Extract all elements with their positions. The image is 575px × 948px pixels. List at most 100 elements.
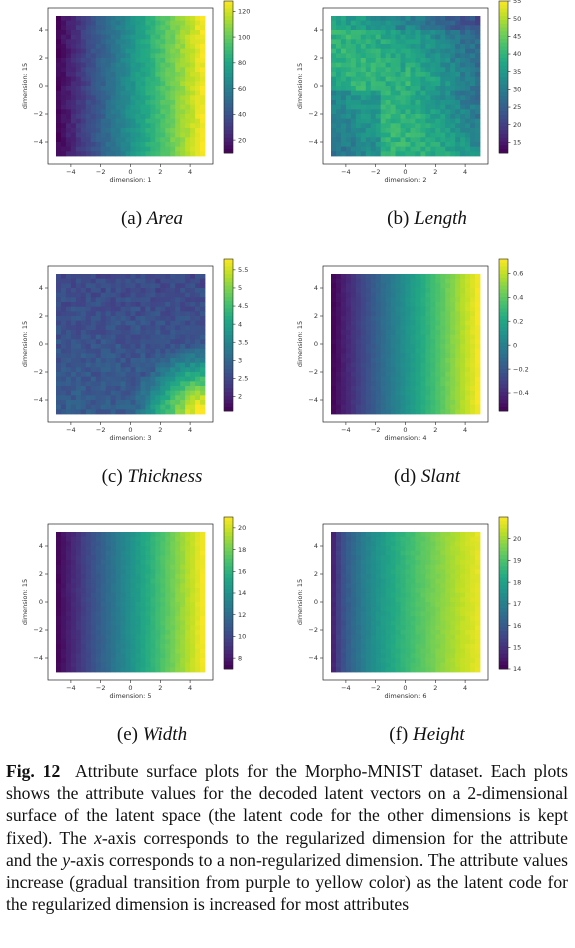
- heatmap-cell: [110, 330, 116, 336]
- heatmap-cell: [115, 404, 121, 410]
- heatmap-cell: [95, 536, 102, 542]
- heatmap-cell: [95, 667, 102, 673]
- heatmap-cell: [350, 118, 357, 124]
- heatmap-cell: [155, 90, 161, 96]
- heatmap-cell: [85, 311, 92, 317]
- heatmap-cell: [331, 532, 337, 538]
- heatmap-cell: [445, 114, 451, 120]
- heatmap-cell: [335, 541, 342, 547]
- heatmap-cell: [80, 395, 87, 401]
- heatmap-cell: [340, 62, 347, 68]
- heatmap-cell: [130, 555, 136, 561]
- heatmap-cell: [90, 404, 97, 410]
- heatmap-cell: [410, 367, 416, 373]
- heatmap-cell: [115, 278, 121, 284]
- heatmap-cell: [390, 330, 396, 336]
- heatmap-cell: [60, 560, 67, 566]
- heatmap-cell: [75, 86, 82, 92]
- colorbar-segment: [499, 392, 508, 397]
- heatmap-cell: [430, 353, 436, 359]
- heatmap-cell: [125, 395, 131, 401]
- heatmap-cell: [460, 114, 466, 120]
- heatmap-cell: [135, 67, 141, 73]
- heatmap-cell: [435, 53, 441, 59]
- heatmap-cell: [430, 48, 436, 54]
- heatmap-cell: [185, 114, 191, 120]
- colorbar-segment: [224, 380, 233, 385]
- heatmap-cell: [90, 555, 97, 561]
- heatmap-cell: [440, 390, 446, 396]
- heatmap-cell: [200, 569, 206, 575]
- heatmap-cell: [130, 16, 136, 22]
- heatmap-cell: [430, 381, 436, 387]
- heatmap-cell: [350, 386, 357, 392]
- heatmap-cell: [175, 325, 181, 331]
- heatmap-cell: [145, 81, 151, 87]
- heatmap-cell: [120, 283, 126, 289]
- heatmap-cell: [105, 578, 112, 584]
- heatmap-cell: [390, 90, 396, 96]
- heatmap-cell: [450, 400, 456, 406]
- heatmap-cell: [140, 292, 146, 298]
- heatmap-cell: [56, 297, 62, 303]
- heatmap-cell: [145, 109, 151, 115]
- heatmap-cell: [385, 142, 391, 148]
- heatmap-cell: [435, 109, 441, 115]
- colorbar-segment: [499, 107, 508, 112]
- heatmap-cell: [165, 278, 171, 284]
- heatmap-cell: [410, 376, 416, 382]
- heatmap-cell: [450, 376, 456, 382]
- heatmap-cell: [110, 30, 116, 36]
- heatmap-cell: [56, 67, 62, 73]
- heatmap-cell: [140, 532, 146, 538]
- heatmap-cell: [200, 44, 206, 50]
- heatmap-cell: [120, 395, 126, 401]
- heatmap-cell: [430, 395, 436, 401]
- heatmap-cell: [150, 325, 156, 331]
- heatmap-cell: [80, 137, 87, 143]
- heatmap-cell: [130, 353, 136, 359]
- colorbar-segment: [224, 99, 233, 104]
- y-tick-label: −4: [308, 396, 318, 404]
- heatmap-cell: [445, 58, 451, 64]
- heatmap-cell: [185, 137, 191, 143]
- heatmap-cell: [135, 569, 141, 575]
- heatmap-cell: [360, 344, 367, 350]
- heatmap-cell: [85, 348, 92, 354]
- heatmap-cell: [450, 44, 456, 50]
- heatmap-cell: [380, 62, 387, 68]
- heatmap-cell: [120, 100, 126, 106]
- heatmap-cell: [100, 611, 107, 617]
- heatmap-cell: [180, 34, 186, 40]
- heatmap-cell: [200, 644, 206, 650]
- heatmap-cell: [130, 592, 136, 598]
- heatmap-cell: [140, 67, 146, 73]
- heatmap-cell: [420, 302, 426, 308]
- heatmap-cell: [60, 76, 67, 82]
- heatmap-cell: [70, 662, 77, 668]
- heatmap-cell: [185, 625, 191, 631]
- heatmap-cell: [110, 564, 116, 570]
- heatmap-cell: [140, 311, 146, 317]
- heatmap-cell: [370, 118, 377, 124]
- heatmap-cell: [405, 53, 411, 59]
- heatmap-cell: [380, 306, 387, 312]
- heatmap-cell: [365, 34, 372, 40]
- heatmap-cell: [195, 564, 201, 570]
- heatmap-cell: [460, 67, 466, 73]
- heatmap-cell: [335, 146, 342, 152]
- heatmap-cell: [445, 404, 451, 410]
- heatmap-cell: [470, 292, 476, 298]
- heatmap-cell: [105, 34, 112, 40]
- colorbar-tick-label: 10: [238, 633, 246, 641]
- heatmap-cell: [100, 578, 107, 584]
- heatmap-cell: [405, 536, 411, 542]
- heatmap-cell: [370, 100, 377, 106]
- heatmap-cell: [115, 546, 121, 552]
- heatmap-cell: [385, 536, 391, 542]
- heatmap-cell: [155, 611, 161, 617]
- heatmap-cell: [415, 137, 421, 143]
- colorbar-tick-label: 0.6: [513, 270, 523, 278]
- heatmap-cell: [445, 400, 451, 406]
- colorbar-segment: [499, 331, 508, 336]
